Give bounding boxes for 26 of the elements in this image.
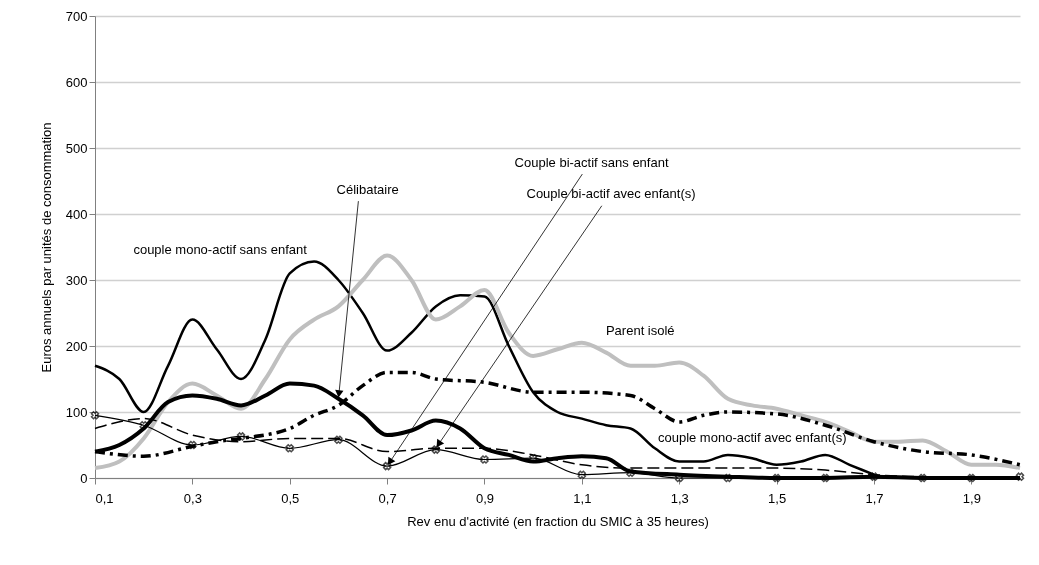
text: Couple bi-actif avec enfant(s) xyxy=(526,186,696,202)
series-label: couple mono-actif avec enfant(s) xyxy=(657,430,847,446)
x-tick-label: 0,1 xyxy=(95,490,114,506)
y-tick-label: 700 xyxy=(65,8,88,24)
y-axis-title: Euros annuels par unités de consommation xyxy=(38,122,54,373)
x-tick-label: 0,3 xyxy=(183,490,202,506)
y-tick-label: 400 xyxy=(65,206,88,222)
y-tick-label: 100 xyxy=(65,404,88,420)
x-tick-label: 0,7 xyxy=(378,490,397,506)
y-tick-label: 0 xyxy=(80,470,88,486)
x-tick-label: 0,5 xyxy=(281,490,300,506)
x-axis-title: Rev enu d'activité (en fraction du SMIC à 35 heures) xyxy=(407,513,709,529)
text: Couple bi-actif sans enfant xyxy=(514,154,669,170)
y-tick-label: 600 xyxy=(65,74,88,90)
x-tick-label: 1,3 xyxy=(670,490,689,506)
y-tick-label: 300 xyxy=(65,272,88,288)
x-tick-label: 1,1 xyxy=(573,490,592,506)
x-tick-label: 1,5 xyxy=(768,490,787,506)
x-tick-label: 1,9 xyxy=(962,490,981,506)
series-label: couple mono-actif sans enfant xyxy=(133,242,308,258)
x-tick-label: 0,9 xyxy=(475,490,495,506)
x-tick-label: 1,7 xyxy=(865,490,884,506)
y-tick-label: 500 xyxy=(65,140,88,156)
y-tick-label: 200 xyxy=(65,338,88,354)
series-label: Parent isolé xyxy=(605,323,675,339)
text: Célibataire xyxy=(336,181,399,197)
